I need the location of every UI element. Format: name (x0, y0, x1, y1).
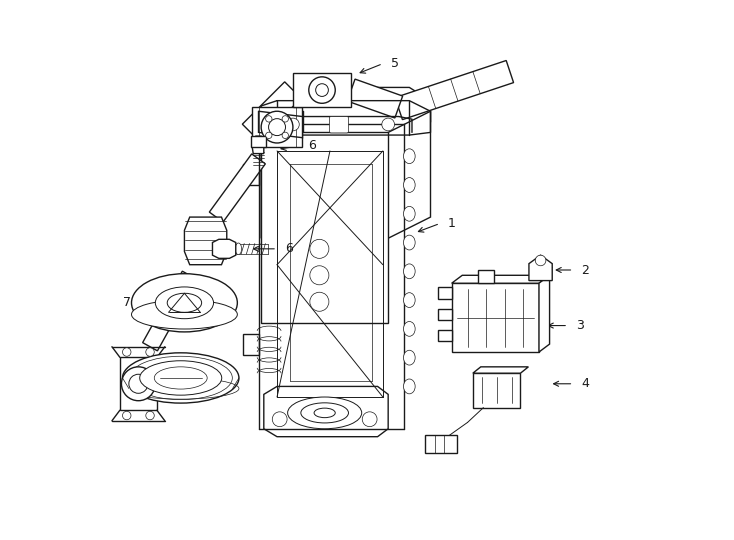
Polygon shape (212, 239, 236, 258)
Ellipse shape (154, 367, 207, 389)
Polygon shape (209, 154, 266, 222)
Polygon shape (473, 373, 520, 408)
Polygon shape (184, 217, 227, 265)
Polygon shape (347, 79, 403, 118)
Ellipse shape (404, 178, 415, 192)
Circle shape (363, 412, 377, 427)
Circle shape (261, 111, 293, 143)
Polygon shape (529, 255, 552, 281)
Polygon shape (438, 309, 451, 320)
Polygon shape (388, 111, 431, 238)
Circle shape (286, 118, 299, 131)
Polygon shape (142, 271, 197, 351)
Polygon shape (451, 275, 550, 283)
Polygon shape (242, 82, 301, 140)
Ellipse shape (404, 293, 415, 307)
Polygon shape (438, 287, 451, 299)
Polygon shape (478, 270, 494, 283)
Circle shape (266, 132, 272, 139)
Ellipse shape (156, 287, 214, 319)
Circle shape (310, 266, 329, 285)
Polygon shape (277, 87, 431, 135)
Polygon shape (438, 330, 451, 341)
Polygon shape (252, 136, 264, 153)
Ellipse shape (404, 321, 415, 336)
Ellipse shape (139, 361, 222, 395)
Polygon shape (120, 357, 157, 410)
Circle shape (146, 411, 154, 420)
Text: 3: 3 (575, 319, 584, 332)
Text: 6: 6 (308, 139, 316, 152)
Ellipse shape (404, 235, 415, 250)
Text: 4: 4 (581, 377, 589, 390)
Circle shape (272, 412, 287, 427)
Circle shape (316, 84, 328, 97)
Circle shape (129, 374, 148, 393)
Circle shape (310, 239, 329, 258)
Ellipse shape (131, 300, 237, 329)
Circle shape (282, 116, 288, 122)
Polygon shape (539, 275, 550, 352)
Ellipse shape (404, 264, 415, 279)
Polygon shape (261, 111, 303, 238)
Ellipse shape (301, 403, 349, 423)
Circle shape (146, 348, 154, 356)
Polygon shape (250, 136, 266, 147)
Ellipse shape (235, 243, 241, 255)
Text: 6: 6 (285, 242, 293, 255)
Circle shape (123, 411, 131, 420)
Ellipse shape (314, 408, 335, 417)
Polygon shape (258, 117, 302, 138)
Circle shape (269, 119, 286, 136)
Circle shape (123, 348, 131, 356)
Polygon shape (243, 164, 258, 185)
Circle shape (382, 118, 394, 131)
Polygon shape (395, 60, 514, 120)
Ellipse shape (123, 353, 239, 403)
Polygon shape (261, 132, 388, 323)
Polygon shape (425, 435, 457, 453)
Text: 5: 5 (390, 57, 399, 70)
Circle shape (282, 132, 288, 139)
Polygon shape (293, 73, 351, 107)
Ellipse shape (404, 379, 415, 394)
Circle shape (309, 77, 335, 103)
Circle shape (266, 116, 272, 122)
Ellipse shape (129, 356, 233, 400)
FancyBboxPatch shape (330, 117, 349, 133)
Ellipse shape (404, 206, 415, 221)
Polygon shape (243, 334, 258, 355)
Text: 7: 7 (123, 296, 131, 309)
Text: 8: 8 (123, 372, 131, 384)
Polygon shape (264, 387, 388, 437)
Circle shape (535, 255, 546, 266)
Ellipse shape (131, 274, 237, 332)
Ellipse shape (404, 149, 415, 164)
Ellipse shape (167, 293, 202, 312)
Circle shape (310, 292, 329, 311)
Text: 2: 2 (581, 264, 589, 276)
Polygon shape (473, 367, 528, 373)
Polygon shape (252, 107, 302, 147)
Ellipse shape (288, 397, 362, 429)
Polygon shape (451, 283, 539, 352)
Ellipse shape (404, 350, 415, 365)
Text: 1: 1 (448, 217, 456, 230)
Circle shape (121, 367, 156, 401)
